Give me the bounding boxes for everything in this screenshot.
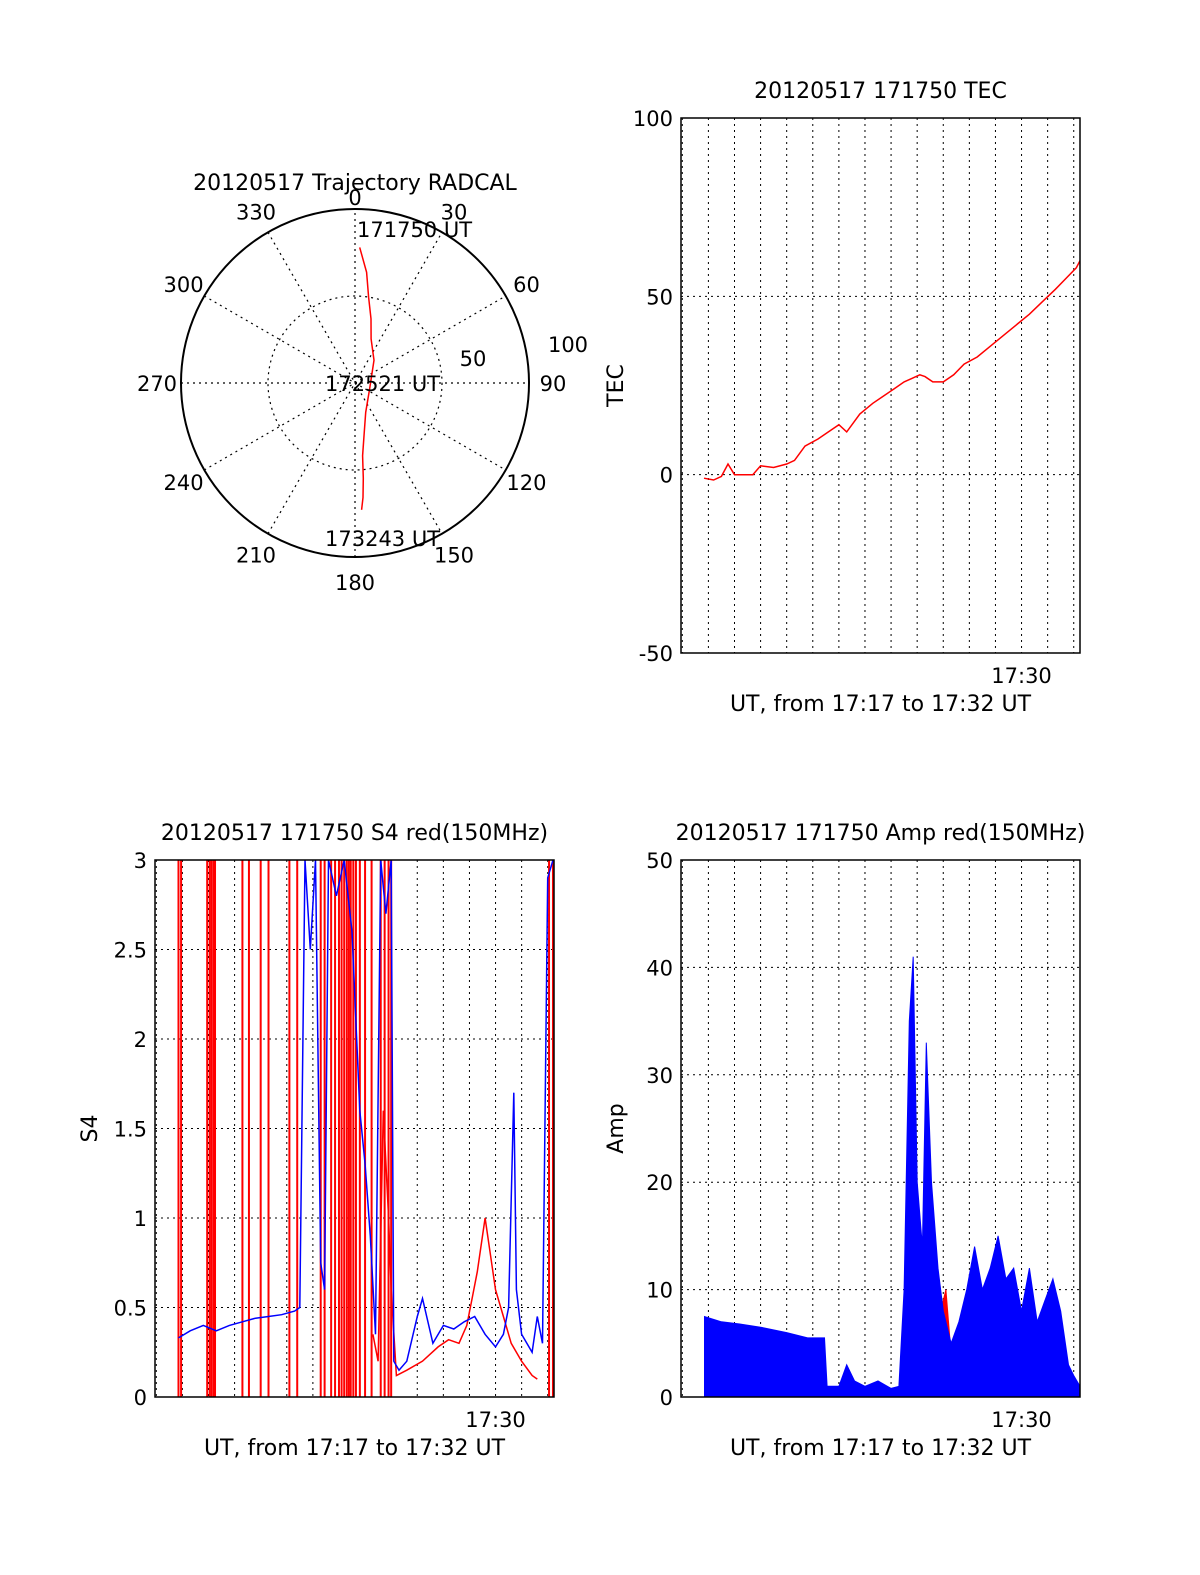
amp-title: 20120517 171750 Amp red(150MHz): [676, 821, 1086, 846]
angle-label: 90: [540, 372, 567, 396]
s4-y-axis-label: S4: [78, 1115, 103, 1143]
amp-series-blue: [704, 956, 1080, 1397]
amp-panel: 20120517 171750 Amp red(150MHz) 0 10 20 30 40…: [604, 821, 1085, 1461]
angle-label: 180: [335, 571, 375, 595]
trajectory-title: 20120517 Trajectory RADCAL: [193, 171, 517, 196]
y-tick-label: 40: [646, 956, 673, 980]
tec-panel: 20120517 171750 TEC -50 0 50 100 TEC 17:30 UT, …: [604, 79, 1081, 717]
angle-label: 210: [236, 543, 276, 567]
y-tick-label: 0: [134, 1386, 147, 1410]
polar-outer-circle: [180, 208, 530, 558]
radial-gridline-50: [267, 295, 443, 471]
trajectory-start-label: 171750 UT: [357, 218, 472, 242]
y-tick-label: 10: [646, 1279, 673, 1303]
s4-series-blue: [178, 860, 554, 1372]
angle-label: 240: [163, 471, 203, 495]
y-tick-label: 3: [134, 849, 147, 873]
angular-gridline: [267, 232, 443, 534]
y-tick-label: 30: [646, 1064, 673, 1088]
s4-plot-area: [177, 860, 554, 1397]
s4-series-red: [372, 1110, 538, 1380]
s4-panel: 20120517 171750 S4 red(150MHz) 0 0.5 1 1.5 2 2…: [78, 821, 555, 1461]
angle-label: 0: [348, 186, 361, 210]
tec-series-0: [703, 260, 1080, 481]
angle-label: 30: [441, 201, 468, 225]
y-tick-label: 1.5: [114, 1118, 147, 1142]
angle-label: 330: [236, 201, 276, 225]
angle-label: 150: [434, 543, 474, 567]
trajectory-line: [358, 247, 375, 510]
amp-plot-frame: [680, 859, 1081, 1398]
tec-x-axis-label: UT, from 17:17 to 17:32 UT: [730, 692, 1032, 717]
s4-plot-frame: [154, 859, 555, 1398]
trajectory-panel: 20120517 Trajectory RADCAL03060901201501…: [137, 171, 588, 595]
amp-plot-area: [704, 956, 1080, 1397]
s4-title: 20120517 171750 S4 red(150MHz): [161, 821, 548, 846]
y-tick-label: 0: [660, 1386, 673, 1410]
amp-y-axis-label: Amp: [604, 1103, 629, 1153]
y-tick-label: 50: [646, 285, 673, 309]
y-tick-label: 2: [134, 1028, 147, 1052]
y-tick-label: 0: [660, 464, 673, 488]
trajectory-end-label: 173243 UT: [325, 527, 440, 551]
y-tick-label: 0.5: [114, 1297, 147, 1321]
y-tick-label: 50: [646, 849, 673, 873]
amp-x-axis-label: UT, from 17:17 to 17:32 UT: [730, 1436, 1032, 1461]
angle-label: 120: [506, 471, 546, 495]
radial-label: 100: [548, 333, 588, 357]
angle-label: 60: [513, 273, 540, 297]
angle-label: 300: [163, 273, 203, 297]
x-tick-label: 17:30: [991, 664, 1052, 688]
x-tick-label: 17:30: [465, 1408, 526, 1432]
y-tick-label: 20: [646, 1171, 673, 1195]
tec-title: 20120517 171750 TEC: [754, 79, 1007, 104]
tec-plot-frame: [680, 117, 1081, 654]
tec-y-axis-label: TEC: [604, 364, 629, 408]
tec-plot-area: [703, 260, 1080, 481]
s4-x-axis-label: UT, from 17:17 to 17:32 UT: [204, 1436, 506, 1461]
radial-label: 50: [460, 347, 487, 371]
angle-label: 270: [137, 372, 177, 396]
trajectory-mid-label: 172521 UT: [325, 372, 440, 396]
y-tick-label: 100: [633, 107, 673, 131]
x-tick-label: 17:30: [991, 1408, 1052, 1432]
y-tick-label: 1: [134, 1207, 147, 1231]
y-tick-label: -50: [639, 642, 673, 666]
y-tick-label: 2.5: [114, 939, 147, 963]
